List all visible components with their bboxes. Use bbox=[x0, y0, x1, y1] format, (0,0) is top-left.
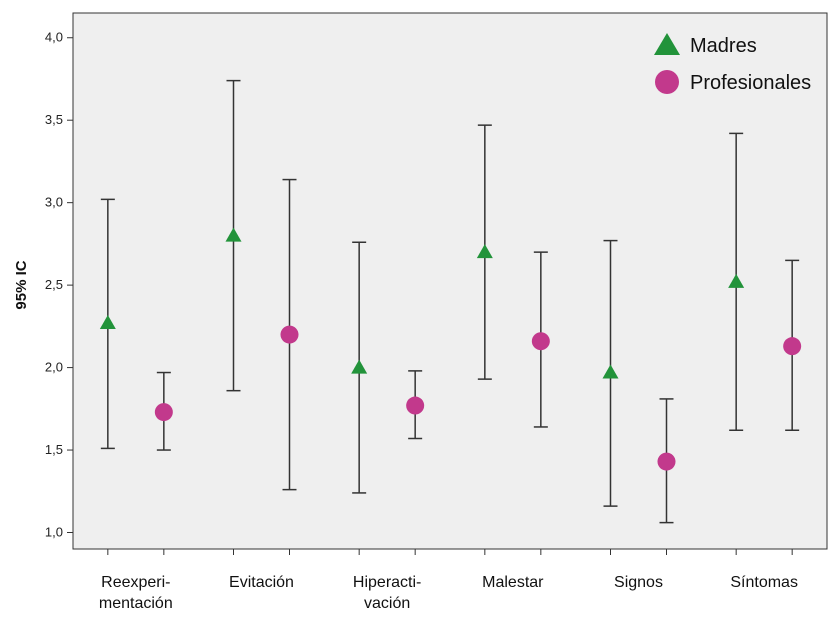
category-label-line: Signos bbox=[614, 574, 663, 591]
category-label: Reexperi-mentación bbox=[99, 574, 173, 612]
error-bar-profesionales bbox=[406, 370, 425, 440]
error-bar-profesionales bbox=[154, 371, 173, 451]
category-label: Malestar bbox=[482, 574, 544, 591]
mean-marker-triangle bbox=[99, 315, 116, 330]
mean-marker-circle bbox=[657, 452, 676, 471]
category-labels: Reexperi-mentación Evitación Hiperacti-vac… bbox=[99, 574, 798, 612]
error-bar-profesionales bbox=[531, 251, 550, 428]
mean-marker-triangle bbox=[476, 244, 493, 259]
y-tick-label: 3,0 bbox=[45, 195, 63, 210]
error-bar-madres bbox=[351, 241, 368, 494]
category-label-line: Evitación bbox=[229, 574, 294, 591]
error-bar-profesionales bbox=[657, 398, 676, 524]
category-label-line: Malestar bbox=[482, 574, 544, 591]
mean-marker-triangle bbox=[728, 273, 745, 288]
category-label: Hiperacti-vación bbox=[353, 574, 421, 612]
axes: 1,0 1,5 2,0 2,5 3,0 3,5 4,0 bbox=[45, 30, 793, 555]
category-label-line: Reexperi- bbox=[101, 574, 170, 591]
y-tick-label: 4,0 bbox=[45, 30, 63, 45]
legend-label-profesionales: Profesionales bbox=[690, 72, 811, 94]
plot-area bbox=[72, 12, 828, 550]
mean-marker-triangle bbox=[351, 359, 368, 374]
mean-marker-triangle bbox=[225, 227, 242, 242]
y-axis-label: 95% IC bbox=[13, 260, 30, 309]
error-bar-madres bbox=[728, 132, 745, 432]
category-label: Evitación bbox=[229, 574, 294, 591]
legend-triangle-icon bbox=[654, 33, 680, 55]
mean-marker-circle bbox=[154, 403, 173, 422]
category-label-line: mentación bbox=[99, 595, 173, 612]
mean-marker-circle bbox=[280, 325, 299, 344]
mean-marker-circle bbox=[531, 332, 550, 351]
y-tick-label: 2,5 bbox=[45, 277, 63, 292]
y-tick-label: 1,5 bbox=[45, 442, 63, 457]
legend-label-madres: Madres bbox=[690, 35, 757, 57]
y-tick-label: 1,0 bbox=[45, 525, 63, 540]
legend-circle-icon bbox=[655, 70, 679, 94]
error-bar-madres bbox=[602, 239, 619, 507]
mean-marker-circle bbox=[406, 396, 425, 415]
category-label-line: Síntomas bbox=[730, 574, 798, 591]
category-label: Síntomas bbox=[730, 574, 798, 591]
error-bar-profesionales bbox=[783, 259, 802, 432]
error-bar-profesionales bbox=[280, 178, 299, 491]
error-bar-madres bbox=[225, 79, 242, 392]
category-label: Signos bbox=[614, 574, 663, 591]
mean-marker-circle bbox=[783, 337, 802, 356]
legend: Madres Profesionales bbox=[654, 33, 811, 94]
y-tick-label: 2,0 bbox=[45, 360, 63, 375]
error-bar-madres bbox=[99, 198, 116, 450]
y-tick-label: 3,5 bbox=[45, 112, 63, 127]
error-bar-madres bbox=[476, 124, 493, 380]
mean-marker-triangle bbox=[602, 364, 619, 379]
category-label-line: vación bbox=[364, 595, 410, 612]
category-label-line: Hiperacti- bbox=[353, 574, 421, 591]
error-bars bbox=[99, 79, 802, 524]
